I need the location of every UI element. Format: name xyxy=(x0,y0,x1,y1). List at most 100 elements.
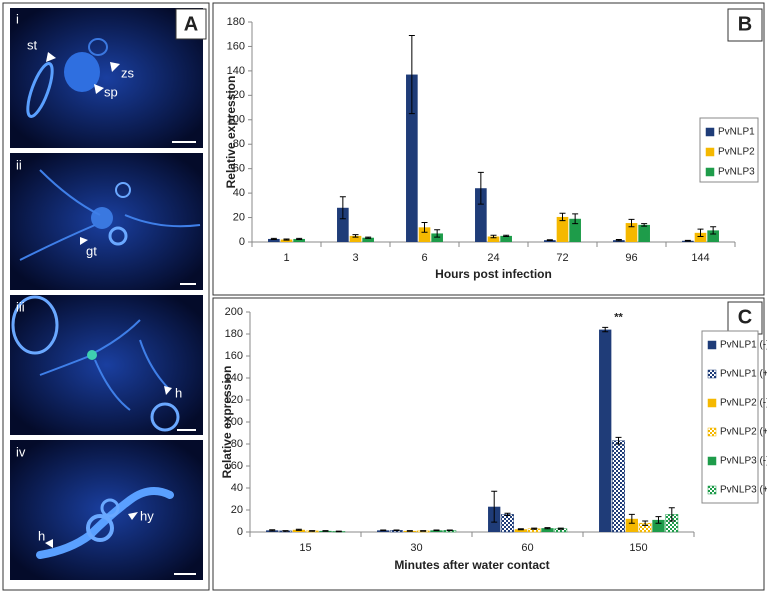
bar xyxy=(514,529,527,532)
error-bar xyxy=(491,490,498,523)
error-bar xyxy=(557,527,564,530)
y-tick-label: 40 xyxy=(231,482,243,494)
panel-b-frame xyxy=(212,2,765,296)
legend-swatch xyxy=(707,369,717,379)
legend-swatch xyxy=(705,167,715,177)
y-tick-label: 80 xyxy=(231,438,243,450)
x-tick-label: 24 xyxy=(487,252,499,264)
legend-swatch xyxy=(707,427,717,437)
error-bar xyxy=(504,512,511,516)
bar xyxy=(406,74,418,242)
legend-label: PvNLP1 (-) xyxy=(720,340,767,351)
x-tick-label: 144 xyxy=(691,252,709,264)
error-bar xyxy=(559,212,566,222)
error-bar xyxy=(615,239,622,242)
bar xyxy=(694,232,707,242)
error-bar xyxy=(295,528,302,531)
y-tick-label: 180 xyxy=(225,328,243,340)
y-tick-label: 20 xyxy=(233,211,245,223)
error-bar xyxy=(697,228,704,237)
error-bar xyxy=(655,516,662,524)
error-bar xyxy=(296,237,303,241)
y-tick-label: 60 xyxy=(233,163,245,175)
panel-label-box xyxy=(175,8,207,40)
bar xyxy=(501,514,514,533)
x-tick-label: 3 xyxy=(352,252,358,264)
significance-annotation: ** xyxy=(614,311,623,323)
panel-label: A xyxy=(184,13,198,35)
legend-label: PvNLP3 (-) xyxy=(720,456,767,467)
bar xyxy=(569,218,581,242)
panel-label: B xyxy=(738,13,752,35)
error-bar xyxy=(339,196,346,220)
error-bar xyxy=(642,520,649,526)
panel-label-box xyxy=(727,8,763,42)
error-bar xyxy=(421,221,428,233)
error-bar xyxy=(446,529,453,532)
image-label: ii xyxy=(16,157,22,172)
bar xyxy=(638,224,650,242)
bar xyxy=(541,528,554,532)
error-bar xyxy=(602,326,609,333)
legend-label: PvNLP1 (+) xyxy=(720,369,767,380)
x-tick-label: 6 xyxy=(421,252,427,264)
x-tick-label: 72 xyxy=(556,252,568,264)
x-axis-title: Minutes after water contact xyxy=(394,558,549,572)
legend-label: PvNLP2 (-) xyxy=(720,398,767,409)
image-label: iv xyxy=(16,444,26,459)
bar xyxy=(487,236,500,242)
legend-label: PvNLP3 xyxy=(718,167,755,178)
error-bar xyxy=(380,529,387,532)
x-tick-label: 96 xyxy=(625,252,637,264)
y-tick-label: 60 xyxy=(231,460,243,472)
micrograph-iv xyxy=(10,440,203,580)
legend-label: PvNLP2 xyxy=(718,147,755,158)
image-label: iii xyxy=(16,299,25,314)
bar xyxy=(293,238,305,242)
panel-label-box xyxy=(727,301,763,335)
annotation: hy xyxy=(140,508,154,523)
error-bar xyxy=(433,529,440,532)
y-axis-title: Relative expression xyxy=(224,76,238,189)
panel-label: C xyxy=(738,306,752,328)
error-bar xyxy=(615,436,622,445)
error-bar xyxy=(269,529,276,532)
error-bar xyxy=(517,528,524,531)
panel-c-frame xyxy=(212,297,765,591)
x-tick-label: 150 xyxy=(629,542,647,554)
error-bar xyxy=(641,223,648,227)
legend-swatch xyxy=(705,147,715,157)
y-tick-label: 120 xyxy=(227,89,245,101)
error-bar xyxy=(531,527,538,530)
annotation: st xyxy=(27,37,38,52)
y-tick-label: 160 xyxy=(227,40,245,52)
error-bar xyxy=(668,507,675,522)
error-bar xyxy=(309,530,316,532)
error-bar xyxy=(420,530,427,532)
error-bar xyxy=(572,213,579,225)
error-bar xyxy=(282,530,289,532)
bar xyxy=(707,230,719,242)
legend-swatch xyxy=(705,127,715,137)
bar xyxy=(599,329,612,532)
y-tick-label: 100 xyxy=(225,416,243,428)
legend-swatch xyxy=(707,485,717,495)
bar xyxy=(280,239,293,242)
annotation: h xyxy=(38,528,45,543)
error-bar xyxy=(546,239,553,242)
x-axis-title: Hours post infection xyxy=(435,267,552,281)
error-bar xyxy=(393,529,400,532)
micrograph-ii xyxy=(10,153,203,290)
y-tick-label: 80 xyxy=(233,138,245,150)
y-tick-label: 40 xyxy=(233,187,245,199)
error-bar xyxy=(503,234,510,237)
legend-label: PvNLP2 (+) xyxy=(720,427,767,438)
legend-label: PvNLP1 xyxy=(718,127,755,138)
bar xyxy=(625,223,638,242)
annotation: h xyxy=(175,385,182,400)
y-tick-label: 140 xyxy=(225,372,243,384)
y-tick-label: 100 xyxy=(227,114,245,126)
error-bar xyxy=(365,236,372,239)
error-bar xyxy=(335,530,342,533)
